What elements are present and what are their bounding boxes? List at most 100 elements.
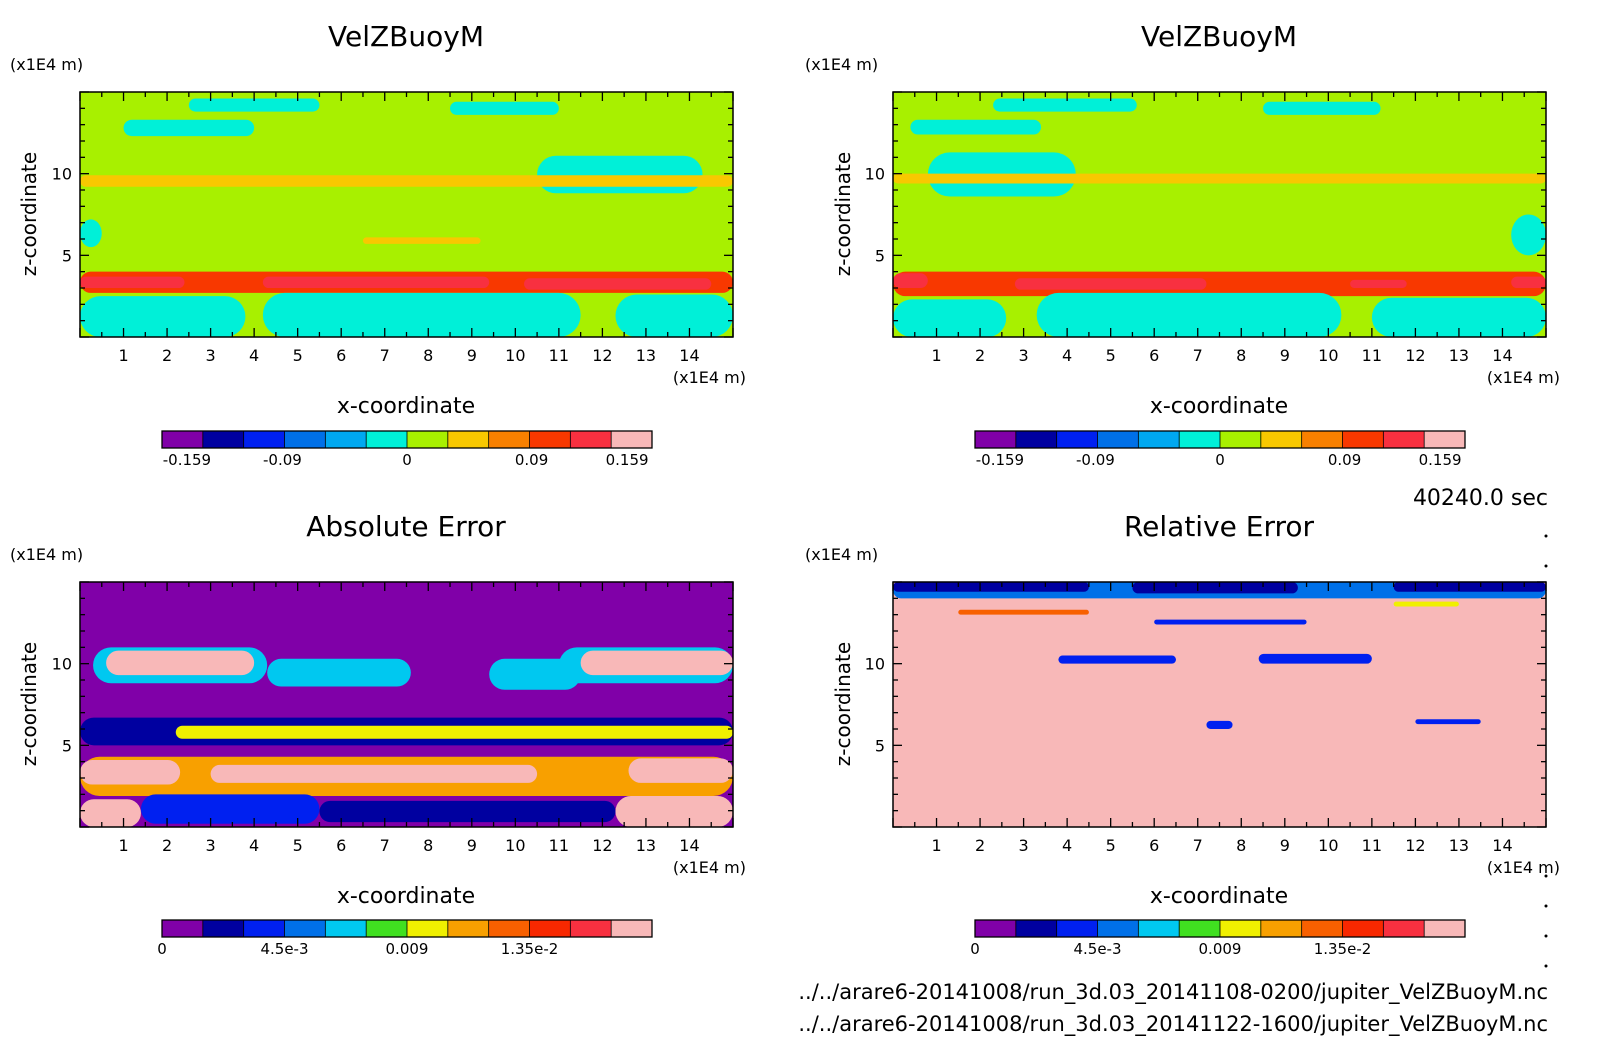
x-tick-label: 10 <box>505 346 525 365</box>
heatmap-area <box>893 582 1546 827</box>
dot <box>1544 964 1548 968</box>
x-tick-label: 2 <box>975 836 985 855</box>
x-axis-label: x-coordinate <box>1150 394 1288 419</box>
x-tick-label: 8 <box>423 836 433 855</box>
contour-region <box>580 650 733 676</box>
y-unit-label: (x1E4 m) <box>10 55 83 74</box>
x-tick-label: 14 <box>1492 836 1512 855</box>
colorbar: 0 4.5e-3 0.009 1.35e-2 <box>970 919 1466 958</box>
colorbar: -0.159 -0.09 0 0.09 0.159 <box>974 430 1466 469</box>
colorbar-segment <box>407 431 449 448</box>
dot <box>1544 564 1548 568</box>
contour-region <box>80 799 141 827</box>
contour-region <box>1058 655 1176 664</box>
colorbar-segment <box>570 920 612 937</box>
y-unit-label: (x1E4 m) <box>10 545 83 564</box>
contour-region <box>80 276 185 288</box>
x-tick-label: 1 <box>931 836 941 855</box>
contour-region <box>210 764 538 783</box>
colorbar-segment <box>162 920 204 937</box>
heatmap-area <box>80 582 733 827</box>
x-tick-label: 7 <box>1193 836 1203 855</box>
x-tick-label: 14 <box>1492 346 1512 365</box>
colorbar-segment <box>1097 431 1139 448</box>
x-tick-label: 12 <box>592 346 612 365</box>
x-tick-label: 12 <box>1405 346 1425 365</box>
x-tick-label: 4 <box>249 346 259 365</box>
x-tick-label: 13 <box>1449 836 1469 855</box>
x-tick-label: 10 <box>1318 346 1338 365</box>
dot <box>1544 934 1548 938</box>
x-tick-label: 4 <box>1062 346 1072 365</box>
x-tick-label: 6 <box>336 836 346 855</box>
contour-region <box>1393 582 1546 592</box>
colorbar: -0.159 -0.09 0 0.09 0.159 <box>161 430 653 469</box>
colorbar-segment <box>1383 920 1425 937</box>
colorbar-segment <box>1056 920 1098 937</box>
colorbar-segment <box>202 920 245 937</box>
contour-region <box>993 98 1137 112</box>
colorbar-tick-label: 0 <box>157 940 167 958</box>
x-tick-label: 1 <box>118 346 128 365</box>
x-tick-label: 6 <box>1149 346 1159 365</box>
x-tick-label: 7 <box>380 346 390 365</box>
contour-region <box>80 219 102 248</box>
x-tick-label: 6 <box>1149 836 1159 855</box>
x-tick-label: 2 <box>162 346 172 365</box>
colorbar-tick-label: -0.09 <box>1076 451 1115 469</box>
x-tick-label: 12 <box>1405 836 1425 855</box>
y-unit-label: (x1E4 m) <box>805 545 878 564</box>
contour-region <box>489 658 581 690</box>
x-tick-label: 11 <box>1362 836 1382 855</box>
x-tick-label: 5 <box>293 346 303 365</box>
y-tick-label: 10 <box>52 165 72 184</box>
x-tick-label: 11 <box>1362 346 1382 365</box>
dot <box>1544 904 1548 908</box>
time-label: 40240.0 sec <box>1413 486 1548 511</box>
x-tick-label: 11 <box>549 836 569 855</box>
contour-region <box>267 658 411 687</box>
colorbar-segment <box>1424 920 1466 937</box>
x-tick-label: 10 <box>1318 836 1338 855</box>
heatmap-area <box>893 92 1546 337</box>
x-tick-label: 3 <box>1019 836 1029 855</box>
y-tick-label: 5 <box>62 736 72 755</box>
y-tick-label: 10 <box>52 655 72 674</box>
contour-region <box>1263 101 1381 115</box>
contour-region <box>362 237 481 244</box>
colorbar: 0 4.5e-3 0.009 1.35e-2 <box>157 919 653 958</box>
contour-region <box>1415 719 1481 725</box>
y-tick-label: 10 <box>865 165 885 184</box>
margin-dots <box>1544 534 1548 968</box>
panel-title: Absolute Error <box>306 510 506 543</box>
heatmap-background <box>893 582 1546 827</box>
panel-velzbuoym-left: VelZBuoyM (x1E4 m) (x1E4 m) x-coordinate… <box>10 20 746 469</box>
colorbar-segment <box>975 431 1017 448</box>
colorbar-tick-label: 0.09 <box>1328 451 1361 469</box>
colorbar-segment <box>1383 431 1425 448</box>
colorbar-tick-label: -0.159 <box>163 451 211 469</box>
x-tick-label: 14 <box>679 346 699 365</box>
colorbar-tick-label: 0.159 <box>606 451 649 469</box>
x-tick-label: 5 <box>293 836 303 855</box>
y-tick-label: 5 <box>875 246 885 265</box>
x-tick-label: 4 <box>1062 836 1072 855</box>
colorbar-segment <box>447 431 490 448</box>
colorbar-tick-label: 0.009 <box>386 940 429 958</box>
colorbar-segment <box>366 920 408 937</box>
panel-title: Relative Error <box>1124 510 1315 543</box>
colorbar-segment <box>1220 431 1262 448</box>
x-tick-label: 13 <box>1449 346 1469 365</box>
y-tick-label: 5 <box>62 246 72 265</box>
x-tick-label: 8 <box>423 346 433 365</box>
colorbar-segment <box>1179 431 1221 448</box>
colorbar-segment <box>202 431 245 448</box>
y-unit-label: (x1E4 m) <box>805 55 878 74</box>
contour-region <box>1258 653 1372 664</box>
x-tick-label: 9 <box>467 346 477 365</box>
contour-region <box>524 278 712 290</box>
contour-region <box>1393 601 1459 607</box>
contour-region <box>615 294 733 337</box>
